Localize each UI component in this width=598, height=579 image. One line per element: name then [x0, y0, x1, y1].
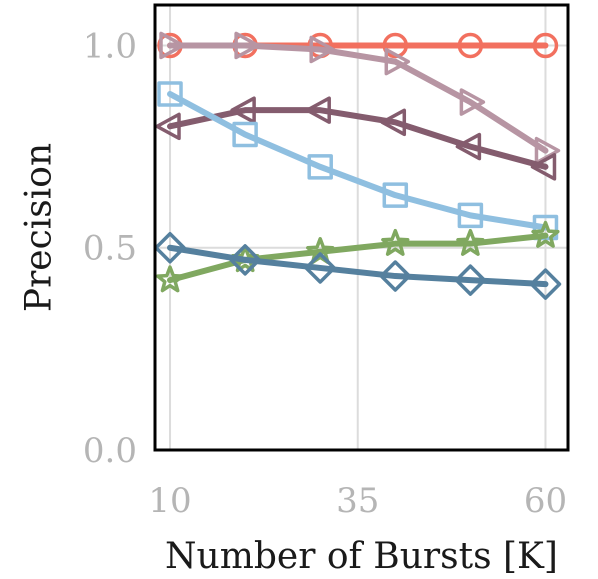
marker-star — [531, 220, 560, 248]
series-layer — [154, 31, 562, 300]
marker-star — [306, 237, 335, 265]
y-tick-label: 0.5 — [83, 229, 137, 269]
y-tick-label: 1.0 — [83, 26, 137, 66]
marker-triangle-left — [305, 96, 331, 124]
marker-triangle-right — [234, 31, 260, 60]
marker-circle — [457, 32, 484, 59]
marker-square — [457, 202, 484, 229]
marker-triangle-right — [159, 31, 185, 60]
marker-diamond — [454, 264, 487, 296]
marker-star — [155, 265, 185, 293]
x-axis-label: Number of Bursts [K] — [165, 536, 558, 577]
marker-diamond — [529, 268, 562, 300]
series-line-triangle-left — [167, 107, 549, 170]
marker-triangle-right — [459, 88, 486, 116]
marker-diamond — [304, 252, 336, 284]
marker-square — [232, 121, 258, 148]
x-tick-label: 60 — [524, 481, 567, 521]
marker-square — [382, 182, 409, 208]
x-tick-label: 10 — [148, 481, 191, 521]
marker-star — [456, 228, 485, 256]
marker-triangle-right — [534, 136, 561, 165]
marker-triangle-right — [384, 47, 411, 76]
marker-square — [307, 154, 333, 180]
y-tick-label: 0.0 — [83, 431, 137, 471]
marker-square — [157, 81, 183, 107]
marker-diamond — [154, 231, 186, 264]
x-tick-label: 35 — [336, 481, 379, 521]
marker-triangle-left — [530, 153, 557, 181]
marker-diamond — [229, 244, 261, 276]
marker-circle — [532, 32, 559, 59]
tick-labels: 10 35 60 0.0 0.5 1.0 — [83, 26, 567, 521]
marker-triangle-right — [309, 35, 335, 64]
marker-star — [381, 228, 410, 256]
y-axis-label: Precision — [19, 143, 60, 312]
marker-triangle-left — [380, 108, 407, 137]
marker-triangle-left — [455, 132, 482, 161]
series-line-triangle-right — [167, 42, 549, 154]
marker-triangle-left — [155, 112, 181, 141]
marker-triangle-left — [230, 96, 256, 124]
grid-lines — [155, 5, 568, 451]
plot-frame — [153, 3, 570, 452]
marker-diamond — [379, 260, 412, 292]
